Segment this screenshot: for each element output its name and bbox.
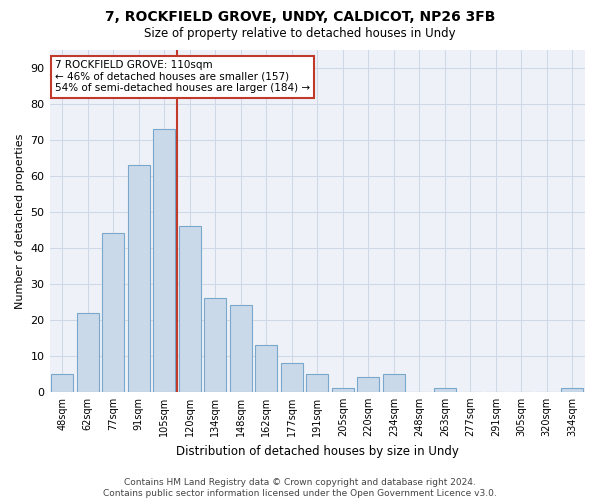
Bar (434, 388, 455, 392)
Text: Size of property relative to detached houses in Undy: Size of property relative to detached ho… (144, 28, 456, 40)
Bar (281, 363, 302, 392)
Bar (230, 306, 251, 392)
Bar (128, 165, 149, 392)
Bar (256, 345, 277, 392)
Bar (103, 234, 124, 392)
Bar (383, 374, 404, 392)
Bar (77, 312, 98, 392)
Bar (307, 374, 328, 392)
Bar (179, 226, 200, 392)
Bar (52, 374, 73, 392)
Text: 7 ROCKFIELD GROVE: 110sqm
← 46% of detached houses are smaller (157)
54% of semi: 7 ROCKFIELD GROVE: 110sqm ← 46% of detac… (55, 60, 310, 94)
X-axis label: Distribution of detached houses by size in Undy: Distribution of detached houses by size … (176, 444, 459, 458)
Text: 7, ROCKFIELD GROVE, UNDY, CALDICOT, NP26 3FB: 7, ROCKFIELD GROVE, UNDY, CALDICOT, NP26… (105, 10, 495, 24)
Bar (332, 388, 353, 392)
Text: Contains HM Land Registry data © Crown copyright and database right 2024.
Contai: Contains HM Land Registry data © Crown c… (103, 478, 497, 498)
Y-axis label: Number of detached properties: Number of detached properties (15, 133, 25, 308)
Bar (205, 298, 226, 392)
Bar (154, 129, 175, 392)
Bar (562, 388, 583, 392)
Bar (358, 378, 379, 392)
